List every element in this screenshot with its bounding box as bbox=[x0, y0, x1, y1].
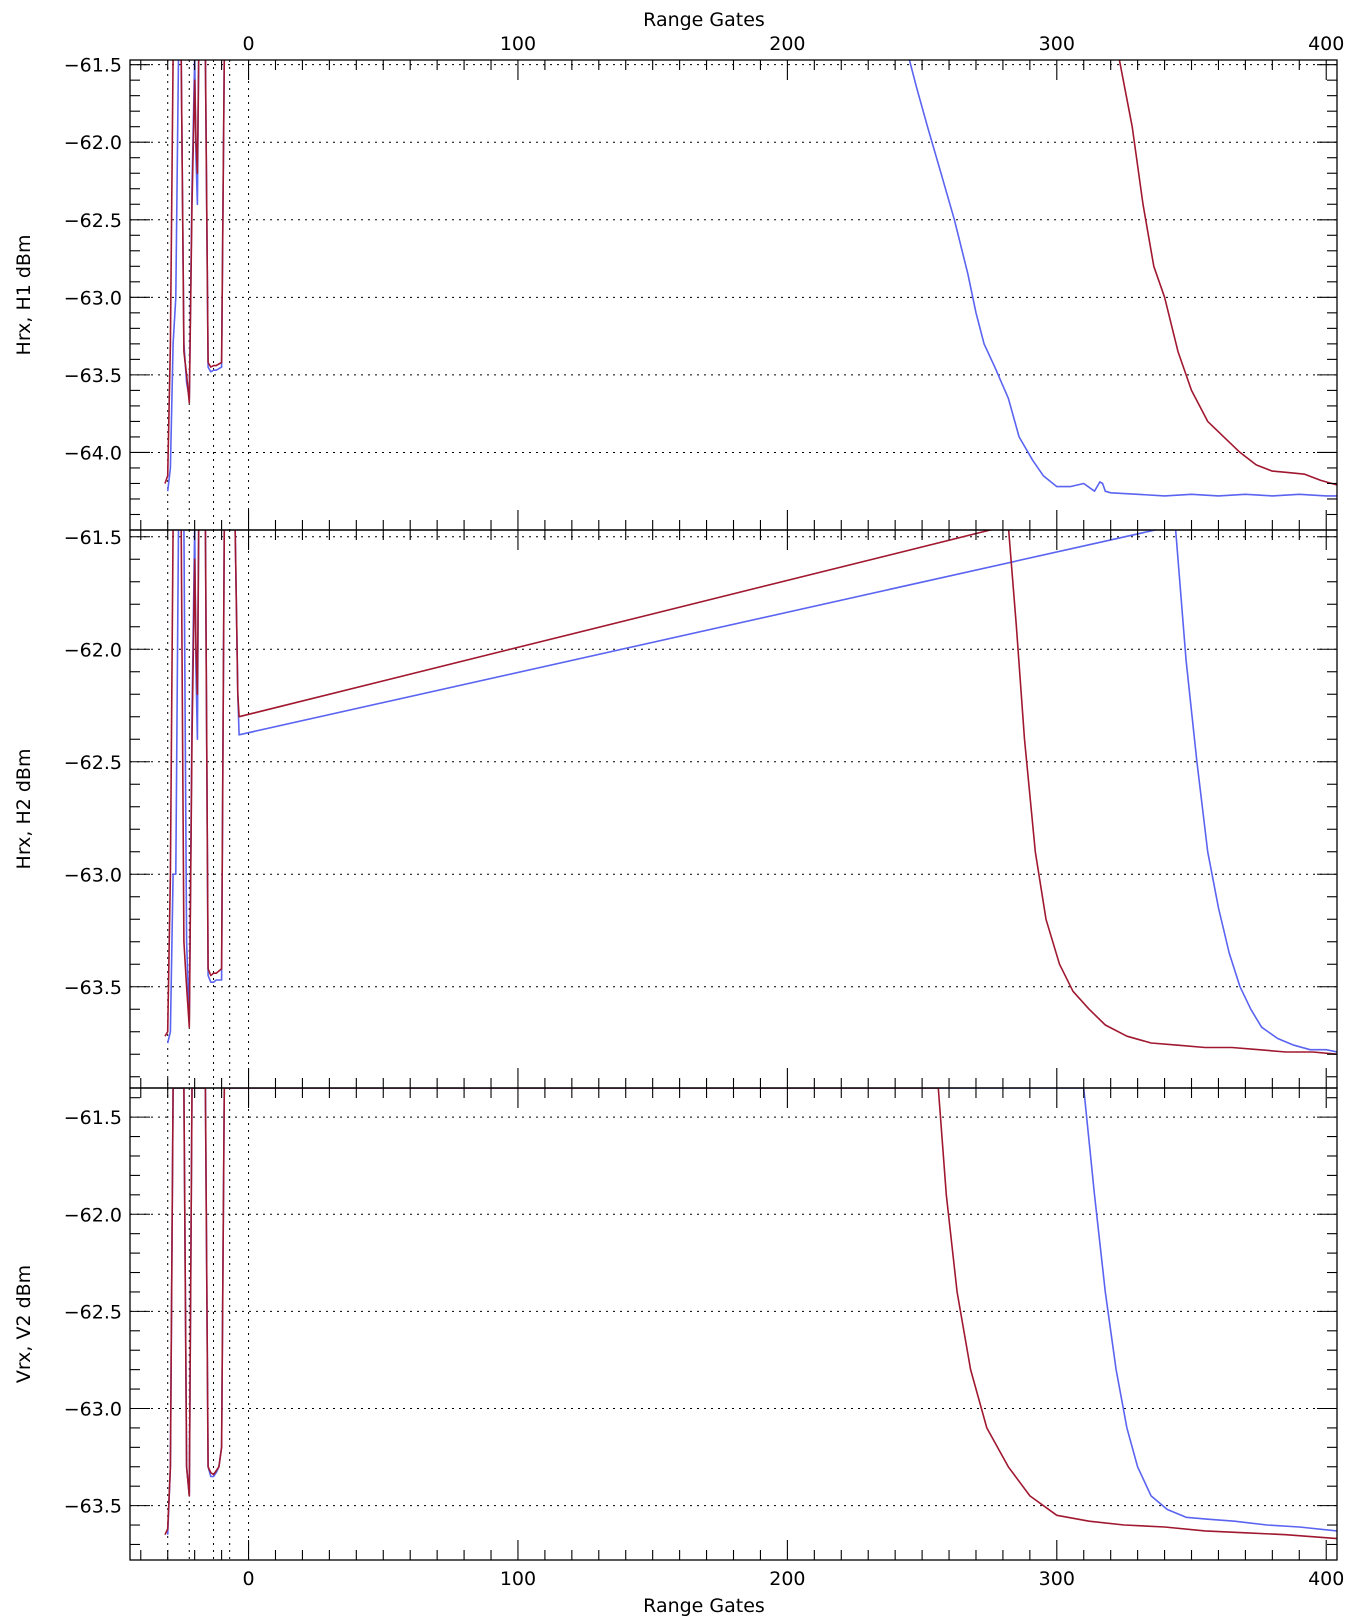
x-tick-label-top: 400 bbox=[1308, 33, 1344, 55]
series-line-blue bbox=[166, 1088, 1337, 1535]
y-tick-label: −63.5 bbox=[64, 1496, 122, 1518]
y-axis-label: Hrx, H1 dBm bbox=[13, 235, 35, 356]
plot-frame bbox=[129, 529, 1338, 1089]
y-tick-label: −61.5 bbox=[64, 1107, 122, 1129]
y-tick-label: −62.5 bbox=[64, 752, 122, 774]
y-tick-label: −63.5 bbox=[64, 365, 122, 387]
y-tick-label: −61.5 bbox=[64, 55, 122, 77]
x-tick-label-bottom: 400 bbox=[1308, 1568, 1344, 1590]
series-line-red bbox=[164, 530, 1337, 1055]
y-tick-label: −62.5 bbox=[64, 1301, 122, 1323]
x-tick-label-top: 200 bbox=[769, 33, 805, 55]
y-tick-label: −63.0 bbox=[64, 287, 122, 309]
chart-panels: −61.5 −62.0 −62.5 −63.0 −63.5 −64.0 Hrx, H1 dB… bbox=[13, 33, 1344, 1590]
y-tick-label: −62.5 bbox=[64, 210, 122, 232]
x-tick-label-bottom: 300 bbox=[1039, 1568, 1075, 1590]
series-line-blue bbox=[166, 60, 1337, 497]
x-tick-label-bottom: 100 bbox=[500, 1568, 536, 1590]
series-line-red bbox=[164, 1088, 1337, 1540]
y-axis-label: Vrx, V2 dBm bbox=[13, 1265, 35, 1383]
x-tick-label-top: 100 bbox=[500, 33, 536, 55]
y-tick-label: −62.0 bbox=[64, 639, 122, 661]
x-tick-label-bottom: 0 bbox=[242, 1568, 254, 1590]
y-tick-label: −62.0 bbox=[64, 1204, 122, 1226]
panel-2: −61.5 −62.0 −62.5 −63.0 −63.5 Hrx, H2 dBm bbox=[13, 527, 1338, 1089]
panel-3: −61.5 −62.0 −62.5 −63.0 −63.5 Vrx, V2 dBm bbox=[13, 1087, 1338, 1561]
y-tick-label: −64.0 bbox=[64, 442, 122, 464]
y-tick-label: −63.0 bbox=[64, 1398, 122, 1420]
plot-frame bbox=[129, 59, 1338, 531]
panel-1: −61.5 −62.0 −62.5 −63.0 −63.5 −64.0 Hrx, H1 dB… bbox=[13, 55, 1338, 531]
x-tick-label-bottom: 200 bbox=[769, 1568, 805, 1590]
bottom-x-axis-title: Range Gates bbox=[643, 1595, 765, 1617]
y-tick-label: −63.0 bbox=[64, 864, 122, 886]
x-tick-label-top: 300 bbox=[1039, 33, 1075, 55]
y-tick-label: −63.5 bbox=[64, 977, 122, 999]
y-tick-label: −62.0 bbox=[64, 132, 122, 154]
y-axis-label: Hrx, H2 dBm bbox=[13, 749, 35, 870]
series-line-red bbox=[164, 60, 1337, 486]
plot-frame bbox=[129, 1087, 1338, 1561]
top-x-axis-title: Range Gates bbox=[643, 9, 765, 31]
x-tick-label-top: 0 bbox=[242, 33, 254, 55]
y-tick-label: −61.5 bbox=[64, 527, 122, 549]
series-line-blue bbox=[166, 530, 1337, 1053]
